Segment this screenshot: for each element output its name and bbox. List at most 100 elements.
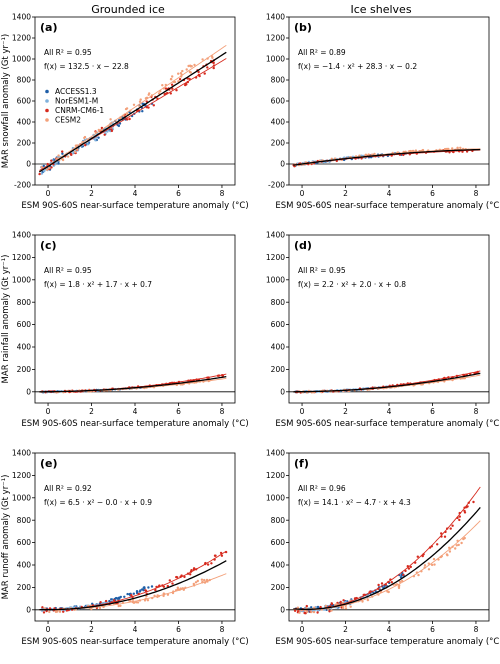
point-cesm2 <box>135 601 138 604</box>
y-tick-label: 1200 <box>12 471 31 480</box>
y-tick-label: 200 <box>271 139 286 148</box>
point-cnrm-cm6-1 <box>472 500 475 504</box>
legend-entry: ACCESS1.3 <box>55 87 97 96</box>
point-cnrm-cm6-1 <box>212 61 215 65</box>
point-cesm2 <box>193 63 196 67</box>
y-tick-label: 800 <box>271 298 286 307</box>
point-access1.3 <box>116 123 119 127</box>
point-cnrm-cm6-1 <box>110 129 114 133</box>
x-tick-label: 4 <box>387 189 392 198</box>
r2-text: All R² = 0.95 <box>44 48 92 57</box>
point-cnrm-cm6-1 <box>402 573 405 576</box>
point-cesm2 <box>46 168 49 171</box>
point-cnrm-cm6-1 <box>50 159 53 162</box>
point-cesm2 <box>187 64 190 68</box>
y-tick-label: 400 <box>17 561 32 570</box>
x-tick-label: 0 <box>46 189 51 198</box>
y-tick-label: 1400 <box>266 13 285 22</box>
point-cnrm-cm6-1 <box>99 601 102 604</box>
point-cnrm-cm6-1 <box>152 104 155 107</box>
x-tick-label: 0 <box>300 625 305 634</box>
point-cnrm-cm6-1 <box>390 581 393 584</box>
y-tick-label: 0 <box>280 387 285 396</box>
legend-entry: CESM2 <box>55 116 81 125</box>
panel-3: 0 2 4 6 8 0 200 400 600 800 1000 1200 1400 ESM 90S-60… <box>266 231 500 429</box>
y-tick-label: 1200 <box>266 253 285 262</box>
point-cesm2 <box>179 72 183 75</box>
point-cesm2 <box>296 606 300 609</box>
point-cnrm-cm6-1 <box>147 106 150 109</box>
y-tick-label: 200 <box>17 583 32 592</box>
point-cesm2 <box>451 147 454 150</box>
point-cnrm-cm6-1 <box>84 144 87 147</box>
x-tick-label: 6 <box>176 189 181 198</box>
point-noresm1-m <box>40 172 43 175</box>
point-cnrm-cm6-1 <box>316 611 319 614</box>
panel-letter: (c) <box>40 239 57 252</box>
point-cnrm-cm6-1 <box>339 600 342 604</box>
point-cesm2 <box>324 604 328 608</box>
fit-equation: f(x) = 1.8 · x² + 1.7 · x + 0.7 <box>44 280 152 289</box>
point-cnrm-cm6-1 <box>458 515 461 518</box>
point-cesm2 <box>400 579 404 583</box>
axes-frame <box>288 452 490 622</box>
point-cnrm-cm6-1 <box>170 83 174 86</box>
point-cesm2 <box>412 149 415 153</box>
y-tick-label: 1000 <box>266 493 285 502</box>
point-cesm2 <box>157 92 161 95</box>
panel-0: 0 2 4 6 8 -200 0 200 400 600 800 1000 1200 1400 ESM 90… <box>1 13 249 211</box>
point-noresm1-m <box>94 139 97 142</box>
panel-letter: (b) <box>294 21 312 34</box>
point-cesm2 <box>463 536 466 540</box>
point-cesm2 <box>330 609 333 612</box>
point-cesm2 <box>330 157 333 160</box>
point-cesm2 <box>211 56 214 59</box>
point-cesm2 <box>166 593 170 596</box>
point-cesm2 <box>109 118 112 121</box>
legend-marker <box>45 89 49 94</box>
point-access1.3 <box>139 589 142 592</box>
x-axis-label: ESM 90S-60S near-surface temperature ano… <box>275 637 500 647</box>
point-cesm2 <box>196 579 199 583</box>
model-fit-line-1 <box>39 573 227 611</box>
point-access1.3 <box>147 586 150 589</box>
point-cnrm-cm6-1 <box>440 532 443 535</box>
point-cesm2 <box>310 610 313 614</box>
r2-text: All R² = 0.95 <box>44 266 92 275</box>
x-tick-label: 4 <box>133 625 138 634</box>
point-cnrm-cm6-1 <box>171 87 174 90</box>
point-cnrm-cm6-1 <box>416 555 419 558</box>
point-cnrm-cm6-1 <box>154 588 157 592</box>
point-cesm2 <box>147 93 150 97</box>
overall-fit-line <box>39 375 227 393</box>
point-cesm2 <box>427 568 431 571</box>
x-tick-label: 8 <box>474 407 479 416</box>
point-access1.3 <box>42 164 45 168</box>
point-cesm2 <box>169 77 173 81</box>
y-tick-label: 0 <box>26 160 31 169</box>
y-tick-label: 800 <box>17 516 32 525</box>
point-noresm1-m <box>54 163 57 166</box>
legend-marker <box>45 108 49 113</box>
point-noresm1-m <box>106 130 109 133</box>
point-cesm2 <box>171 75 174 78</box>
fit-equation: f(x) = 132.5 · x − 22.8 <box>44 62 129 71</box>
point-access1.3 <box>141 110 144 113</box>
point-cesm2 <box>387 590 390 594</box>
point-cnrm-cm6-1 <box>449 527 452 530</box>
y-tick-label: 0 <box>280 160 285 169</box>
x-tick-label: 2 <box>89 407 94 416</box>
y-tick-label: 1400 <box>266 449 285 458</box>
scatter-points <box>40 374 225 394</box>
point-cnrm-cm6-1 <box>50 166 53 169</box>
x-tick-label: 4 <box>387 407 392 416</box>
point-cnrm-cm6-1 <box>178 78 182 81</box>
y-tick-label: 200 <box>271 365 286 374</box>
point-cnrm-cm6-1 <box>458 518 461 522</box>
scatter-points <box>40 550 228 614</box>
point-cesm2 <box>97 128 101 132</box>
point-cesm2 <box>456 146 459 149</box>
point-cnrm-cm6-1 <box>189 573 192 576</box>
point-access1.3 <box>57 162 60 165</box>
